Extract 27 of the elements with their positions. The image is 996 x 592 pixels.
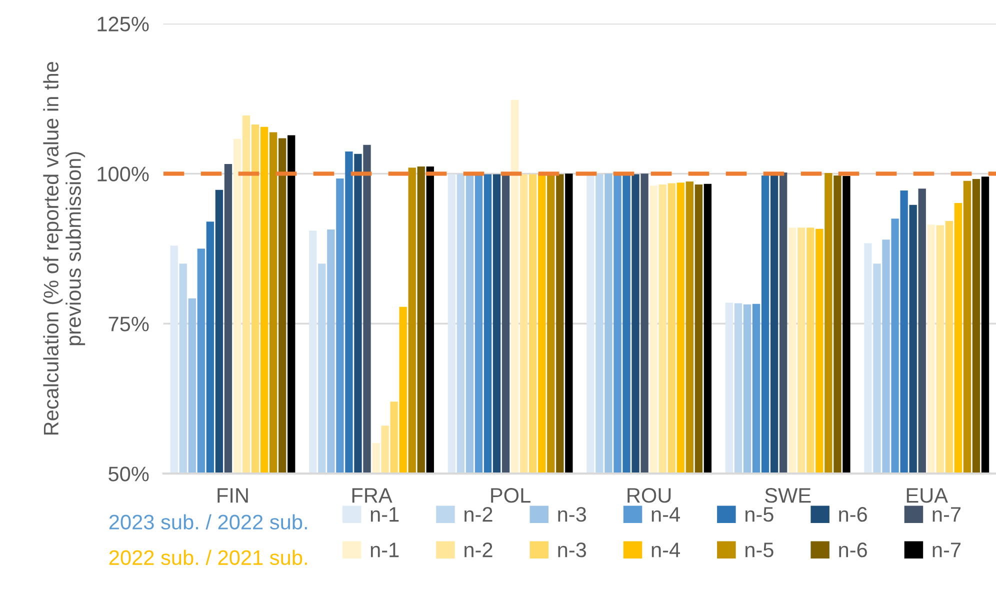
legend-label: n-7 — [932, 507, 960, 522]
y-tick-label: 100% — [98, 166, 149, 182]
text: 2022 sub. / 2021 sub. — [109, 550, 307, 566]
legend-label: n-3 — [558, 507, 586, 522]
x-tick-label: ROU — [628, 488, 671, 503]
text: 2023 sub. / 2022 sub. — [109, 514, 307, 530]
legend-label: n-1 — [370, 542, 399, 558]
y-tick-label: 50% — [108, 466, 149, 482]
x-tick-label: EUA — [906, 488, 948, 503]
legend-label: n-6 — [839, 507, 867, 522]
y-axis-title: Recalculation (% of reported value in the previous submission) — [43, 62, 86, 435]
legend-label: n-4 — [652, 507, 680, 522]
legend-label: n-5 — [746, 542, 774, 558]
legend-label: n-3 — [558, 542, 586, 558]
x-tick-label: FIN — [218, 488, 248, 503]
legend-label: n-2 — [464, 542, 492, 558]
y-tick-label: 125% — [98, 16, 149, 32]
x-tick-label: FRA — [352, 488, 392, 503]
legend-label: n-7 — [932, 542, 960, 558]
legend-label: n-4 — [652, 542, 680, 558]
legend-label: n-2 — [464, 507, 492, 522]
legend-label: n-1 — [370, 507, 399, 522]
y-tick-label: 75% — [108, 316, 149, 332]
legend-label: n-5 — [746, 507, 774, 522]
x-tick-label: SWE — [765, 488, 811, 503]
x-tick-label: POL — [491, 488, 530, 503]
legend-label: n-6 — [839, 542, 867, 558]
